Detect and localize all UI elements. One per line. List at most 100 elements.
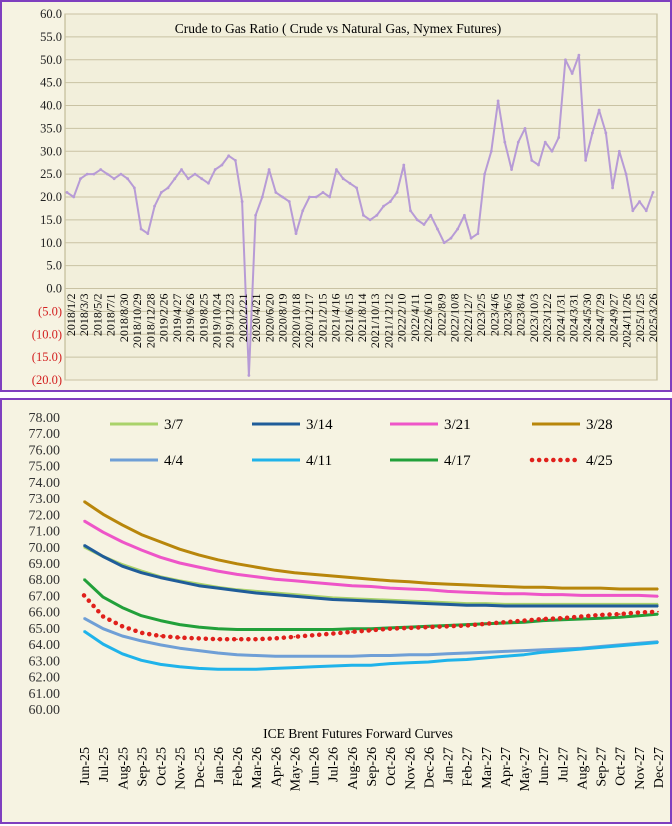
x-tick-label: Jun-26 xyxy=(308,747,323,785)
data-point xyxy=(217,558,219,561)
x-tick-label: Apr-27 xyxy=(499,747,514,787)
ratio-data-point xyxy=(139,227,143,231)
x-tick-label: 2020/6/20 xyxy=(262,294,276,343)
data-point xyxy=(504,605,506,607)
ratio-data-point xyxy=(624,172,628,176)
x-tick-label: 2021/8/14 xyxy=(355,294,369,343)
ratio-data-point xyxy=(159,191,163,194)
data-point xyxy=(599,617,602,619)
data-point xyxy=(351,576,353,579)
x-tick-label: May-26 xyxy=(288,747,303,791)
ratio-data-point xyxy=(79,177,82,181)
x-tick-label: Feb-26 xyxy=(231,747,246,787)
ratio-data-point xyxy=(644,209,648,213)
data-point xyxy=(83,617,85,619)
y-tick-label: 73.00 xyxy=(29,492,61,507)
data-point xyxy=(236,628,238,631)
data-point xyxy=(217,587,219,589)
y-tick-label: 25.0 xyxy=(40,167,62,181)
data-point xyxy=(274,628,277,631)
data-point xyxy=(140,614,143,617)
data-point xyxy=(542,605,544,607)
data-point xyxy=(523,586,525,589)
data-point xyxy=(178,548,181,551)
x-tick-label: Feb-27 xyxy=(461,747,476,787)
x-tick-label: Jul-25 xyxy=(97,747,112,782)
data-point xyxy=(504,593,506,595)
data-point xyxy=(293,666,296,669)
ratio-data-point xyxy=(132,186,136,190)
data-point xyxy=(178,580,181,583)
data-point xyxy=(523,649,525,652)
data-point xyxy=(83,500,85,503)
x-tick-label: Nov-26 xyxy=(403,747,418,790)
data-point xyxy=(217,638,219,641)
data-point xyxy=(657,605,659,607)
ratio-data-point xyxy=(409,209,412,213)
x-tick-label: 2018/5/2 xyxy=(90,294,104,337)
data-point xyxy=(657,641,659,644)
data-point xyxy=(312,634,315,636)
y-tick-label: 61.00 xyxy=(29,687,61,702)
data-point xyxy=(638,588,640,590)
ratio-data-point xyxy=(267,168,271,171)
ratio-data-point xyxy=(611,186,614,190)
x-tick-label: Nov-27 xyxy=(633,747,648,790)
data-point xyxy=(351,584,353,587)
data-point xyxy=(427,661,430,663)
data-point xyxy=(504,585,506,588)
data-point xyxy=(523,593,525,595)
ratio-data-point xyxy=(348,181,352,185)
data-point xyxy=(331,655,334,658)
ratio-data-point xyxy=(308,195,311,199)
data-point xyxy=(618,616,621,619)
x-tick-label: 2023/12/2 xyxy=(540,294,554,343)
data-point xyxy=(618,605,621,607)
ratio-data-point xyxy=(402,163,406,167)
x-tick-label: 2021/10/13 xyxy=(368,294,382,349)
data-point xyxy=(255,628,257,631)
data-point xyxy=(408,580,411,583)
data-point xyxy=(504,621,506,624)
x-tick-label: Sep-27 xyxy=(595,747,610,787)
data-point xyxy=(389,580,391,582)
legend-label: 3/7 xyxy=(164,417,184,433)
data-point xyxy=(561,587,564,589)
ratio-data-point xyxy=(72,195,76,199)
data-point xyxy=(446,603,449,606)
data-point xyxy=(102,513,104,516)
ratio-data-point xyxy=(564,58,567,62)
ratio-data-point xyxy=(328,195,332,199)
ratio-data-point xyxy=(153,204,156,208)
data-point xyxy=(274,593,277,596)
x-tick-label: 2023/4/6 xyxy=(487,294,501,337)
x-tick-label: Oct-25 xyxy=(155,747,170,786)
ratio-data-point xyxy=(368,218,372,222)
ratio-data-point xyxy=(476,232,480,236)
ratio-series-line xyxy=(66,54,654,377)
x-tick-label: Jan-26 xyxy=(212,747,227,784)
data-point xyxy=(351,627,353,630)
y-tick-label: 66.00 xyxy=(29,606,61,621)
data-point xyxy=(178,636,181,639)
x-tick-label: 2022/4/11 xyxy=(408,294,422,342)
ratio-data-point xyxy=(489,149,493,153)
data-point xyxy=(657,595,659,598)
data-point xyxy=(140,659,143,662)
data-point xyxy=(370,627,372,630)
ratio-data-point xyxy=(341,177,345,181)
data-point xyxy=(370,664,372,666)
data-point xyxy=(121,606,124,609)
data-point xyxy=(83,520,85,522)
ratio-data-point xyxy=(301,209,305,213)
x-tick-label: 2019/12/23 xyxy=(223,294,237,349)
data-point xyxy=(599,614,602,616)
ratio-data-point xyxy=(166,186,170,190)
data-point xyxy=(217,668,219,671)
data-point xyxy=(408,588,411,590)
data-point xyxy=(657,610,659,613)
x-tick-label: 2019/2/26 xyxy=(157,294,171,343)
data-point xyxy=(159,619,162,622)
x-tick-label: 2020/10/18 xyxy=(289,294,303,349)
x-tick-label: Nov-25 xyxy=(174,747,189,790)
